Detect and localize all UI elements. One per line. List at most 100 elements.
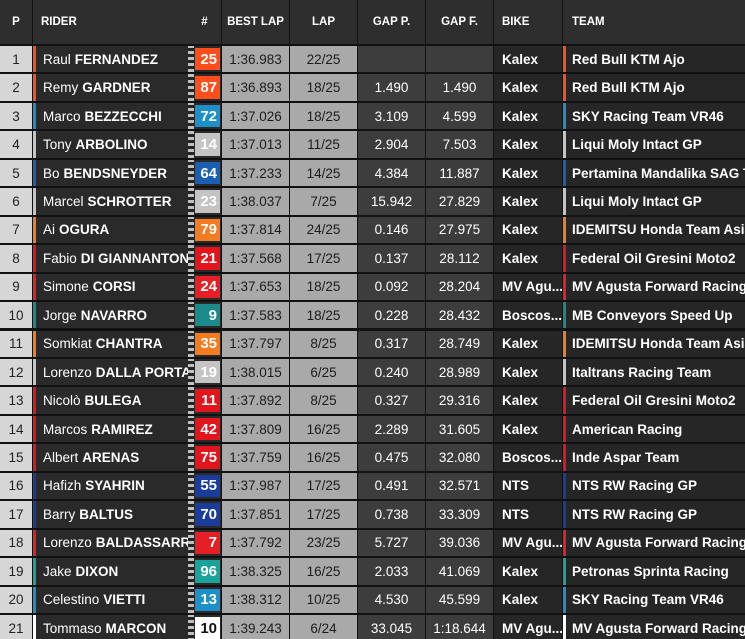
team-stripe xyxy=(563,586,566,613)
team-name: Federal Oil Gresini Moto2 xyxy=(572,393,736,409)
lap: 18/25 xyxy=(290,302,357,329)
team-stripe xyxy=(563,387,566,414)
checker xyxy=(188,131,194,158)
rider-last-name: SYAHRIN xyxy=(85,478,145,494)
position: 3 xyxy=(0,102,32,130)
rider-number: 21 xyxy=(195,247,220,270)
team-stripe xyxy=(33,330,36,357)
gap-first: 7.503 xyxy=(426,131,493,158)
rider: Marcos RAMIREZ xyxy=(33,415,188,443)
bike: Kalex xyxy=(494,46,562,73)
team-stripe xyxy=(33,615,36,639)
gap-previous: 0.240 xyxy=(358,358,425,386)
position: 9 xyxy=(0,273,32,301)
team: American Racing xyxy=(563,415,745,443)
checker xyxy=(188,159,194,187)
rider: Tony ARBOLINO xyxy=(33,131,188,158)
position: 17 xyxy=(0,501,32,528)
gap-first: 31.605 xyxy=(426,415,493,443)
team: Italtrans Racing Team xyxy=(563,358,745,386)
gap-previous: 0.327 xyxy=(358,387,425,414)
checker xyxy=(188,501,194,528)
team-stripe xyxy=(33,46,36,73)
team-name: SKY Racing Team VR46 xyxy=(572,592,724,608)
position: 14 xyxy=(0,415,32,443)
team-stripe xyxy=(33,586,36,613)
rider-number-cell: 11 xyxy=(188,387,221,414)
rider-last-name: DALLA PORTA xyxy=(95,364,188,380)
team: NTS RW Racing GP xyxy=(563,501,745,528)
rider-last-name: DIXON xyxy=(75,563,119,579)
team-stripe xyxy=(563,131,566,158)
rider: Simone CORSI xyxy=(33,273,188,301)
team-stripe xyxy=(33,216,36,244)
team: MV Agusta Forward Racing xyxy=(563,273,745,301)
team: Liqui Moly Intact GP xyxy=(563,131,745,158)
team-stripe xyxy=(33,245,36,272)
rider-first-name: Ai xyxy=(43,222,56,238)
team: SKY Racing Team VR46 xyxy=(563,586,745,613)
rider-last-name: CORSI xyxy=(92,279,136,295)
position: 8 xyxy=(0,245,32,272)
rider-first-name: Remy xyxy=(43,80,79,96)
position: 1 xyxy=(0,46,32,73)
rider-first-name: Nicolò xyxy=(43,393,81,409)
bike: Kalex xyxy=(494,74,562,101)
rider-last-name: GARDNER xyxy=(82,80,151,96)
rider-last-name: SCHROTTER xyxy=(87,193,172,209)
bike: Kalex xyxy=(494,415,562,443)
team: Inde Aspar Team xyxy=(563,444,745,471)
rider-first-name: Somkiat xyxy=(43,336,92,352)
rider-number-cell: 13 xyxy=(188,586,221,613)
team-stripe xyxy=(33,102,36,130)
team-name: NTS RW Racing GP xyxy=(572,506,698,522)
gap-first: 28.204 xyxy=(426,273,493,301)
team-name: MV Agusta Forward Racing xyxy=(572,535,745,551)
lap: 7/25 xyxy=(290,188,357,215)
gap-first: 28.749 xyxy=(426,330,493,357)
team-name: Liqui Moly Intact GP xyxy=(572,137,702,153)
gap-first: 45.599 xyxy=(426,586,493,613)
gap-previous: 3.109 xyxy=(358,102,425,130)
rider-number-cell: 75 xyxy=(188,444,221,471)
gap-first: 39.036 xyxy=(426,529,493,557)
rider: Ai OGURA xyxy=(33,216,188,244)
team-name: Pertamina Mandalika SAG T... xyxy=(572,165,745,181)
team-stripe xyxy=(563,529,566,557)
lap: 16/25 xyxy=(290,415,357,443)
rider-number-cell: 79 xyxy=(188,216,221,244)
best-lap: 1:37.653 xyxy=(222,273,289,301)
rider-last-name: CHANTRA xyxy=(95,336,163,352)
rider-number-cell: 19 xyxy=(188,358,221,386)
rider-number: 75 xyxy=(195,446,220,469)
rider-first-name: Albert xyxy=(43,450,79,466)
gap-first: 1:18.644 xyxy=(426,615,493,639)
lap: 23/25 xyxy=(290,529,357,557)
rider-number-cell: 42 xyxy=(188,415,221,443)
checker xyxy=(188,472,194,500)
gap-first: 27.829 xyxy=(426,188,493,215)
checker xyxy=(188,46,194,73)
checker xyxy=(188,358,194,386)
rider-number: 72 xyxy=(195,104,220,128)
checker xyxy=(188,216,194,244)
gap-first: 27.975 xyxy=(426,216,493,244)
team-stripe xyxy=(563,46,566,73)
rider-last-name: RAMIREZ xyxy=(91,421,153,437)
best-lap: 1:37.026 xyxy=(222,102,289,130)
rider: Celestino VIETTI xyxy=(33,586,188,613)
rider-number-cell: 14 xyxy=(188,131,221,158)
gap-first: 33.309 xyxy=(426,501,493,528)
rider-number: 19 xyxy=(195,360,220,384)
rider: Bo BENDSNEYDER xyxy=(33,159,188,187)
rider-number-cell: 72 xyxy=(188,102,221,130)
lap: 11/25 xyxy=(290,131,357,158)
best-lap: 1:37.583 xyxy=(222,302,289,329)
checker xyxy=(188,444,194,471)
lap: 17/25 xyxy=(290,245,357,272)
lap: 8/25 xyxy=(290,387,357,414)
team: Pertamina Mandalika SAG T... xyxy=(563,159,745,187)
gap-first: 28.989 xyxy=(426,358,493,386)
bike: Kalex xyxy=(494,102,562,130)
